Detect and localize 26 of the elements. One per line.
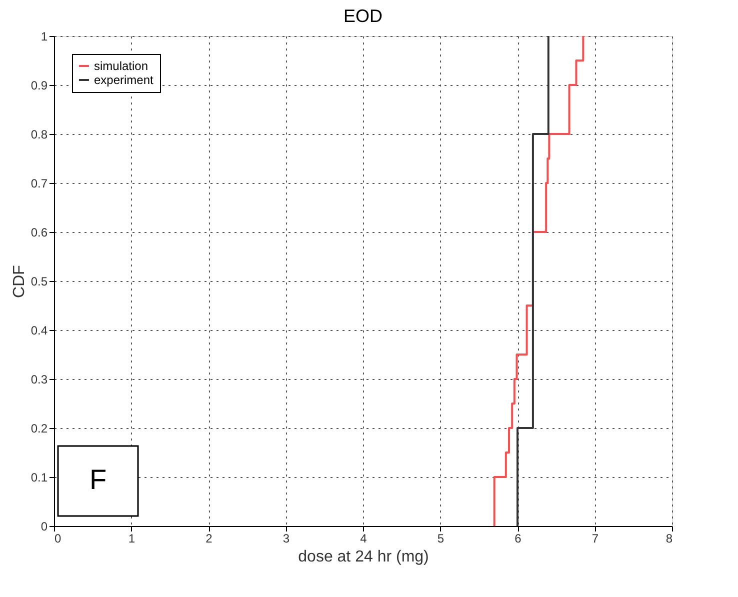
y-tick-label: 0.4 [30, 324, 48, 338]
x-tick-label: 3 [282, 532, 290, 546]
y-tick-label: 1 [40, 30, 48, 44]
y-axis-title: CDF [10, 264, 28, 298]
y-tick-label: 0.8 [30, 128, 48, 142]
y-tick-label: 0.6 [30, 226, 48, 240]
x-tick-label: 8 [666, 532, 673, 546]
x-axis-title: dose at 24 hr (mg) [298, 548, 429, 566]
y-tick-label: 0.5 [30, 274, 48, 288]
x-tick-label: 4 [360, 532, 368, 546]
x-tick-label: 2 [206, 532, 213, 546]
x-tick-label: 0 [54, 532, 62, 546]
legend-label: experiment [94, 73, 154, 87]
x-tick-label: 1 [128, 532, 136, 546]
x-tick-label: 6 [514, 532, 522, 546]
chart-title: EOD [343, 6, 383, 26]
annotation: F [89, 464, 107, 495]
y-tick-label: 0.9 [30, 78, 48, 92]
y-tick-label: 0.3 [30, 372, 48, 386]
legend-label: simulation [94, 59, 148, 73]
y-tick-label: 0.2 [30, 422, 48, 436]
y-tick-label: 0.7 [30, 176, 48, 190]
y-tick-label: 0 [40, 520, 48, 534]
y-tick-label: 0.1 [30, 470, 48, 484]
x-tick-label: 5 [437, 532, 444, 546]
x-tick-label: 7 [592, 532, 599, 546]
